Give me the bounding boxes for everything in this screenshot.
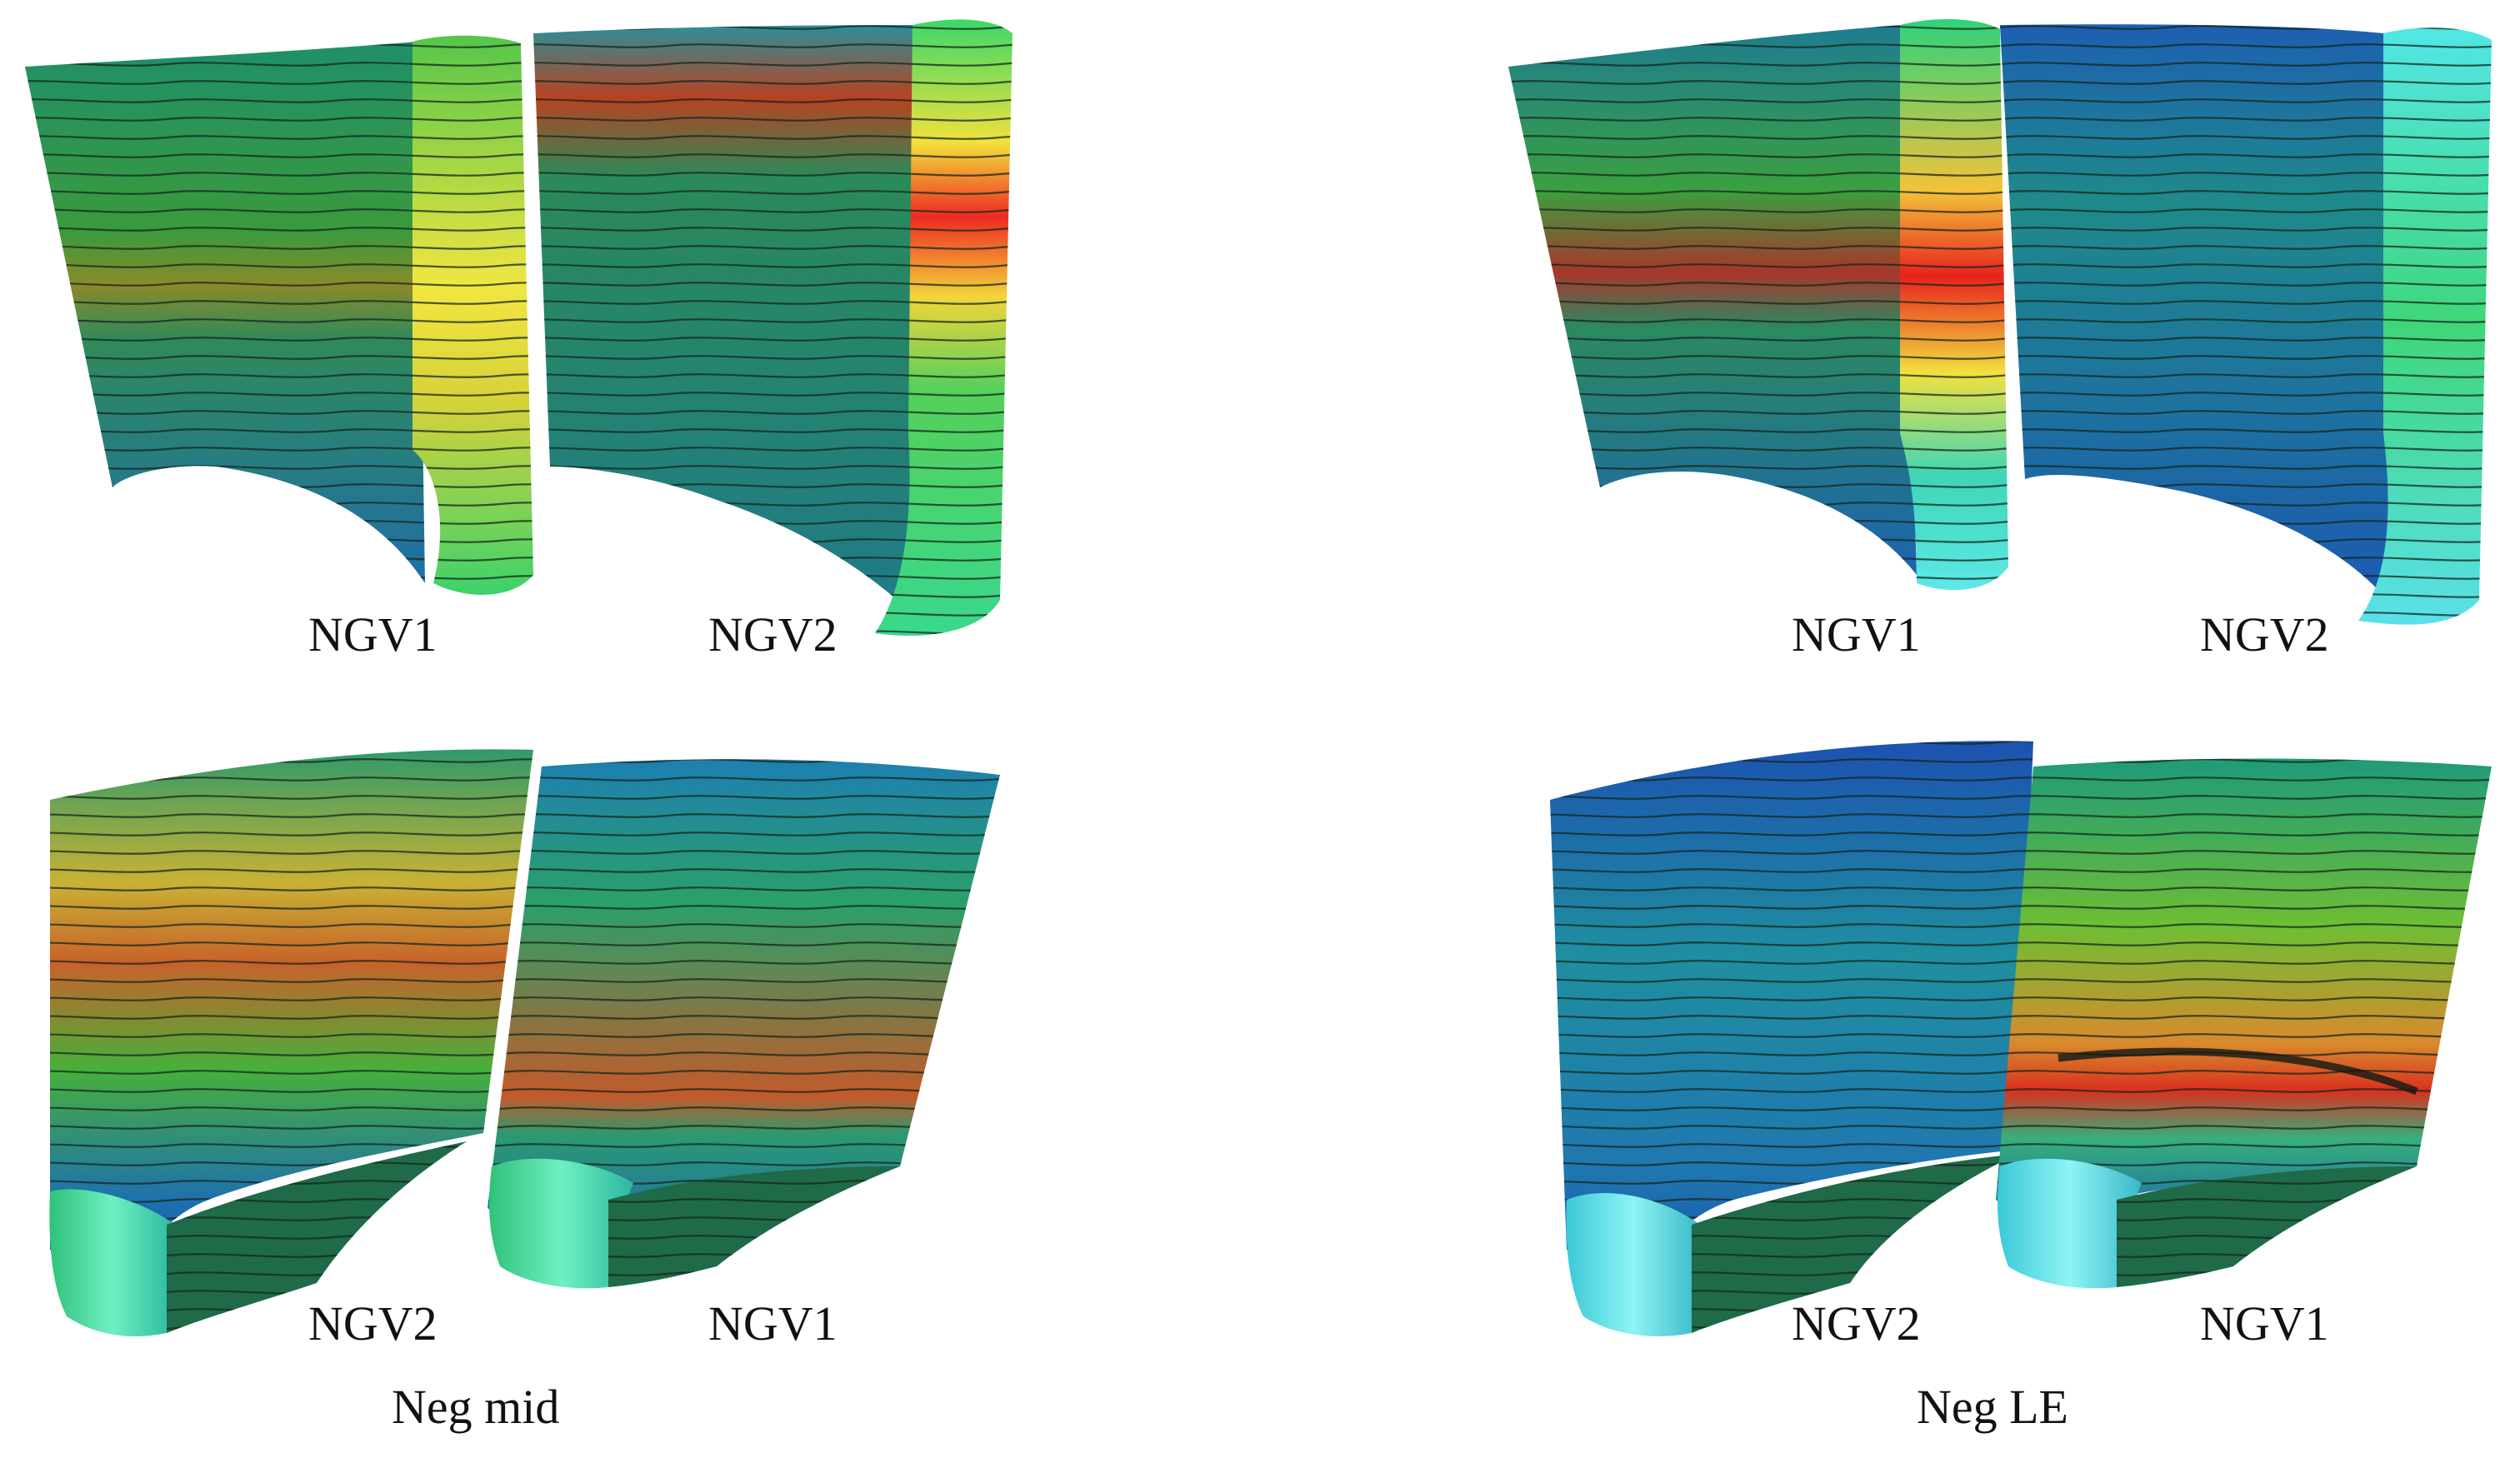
blade-pair-neg-le-bottom	[1550, 741, 2492, 1336]
label-ngv1-bottom-left: NGV1	[708, 1296, 838, 1351]
label-ngv2-top-left: NGV2	[708, 607, 838, 662]
blade-pair-neg-mid-bottom	[49, 749, 1000, 1336]
label-ngv1-top-left: NGV1	[308, 607, 438, 662]
blade-pair-neg-mid-top	[25, 19, 1012, 637]
ngv1-leading-edge	[1998, 1158, 2142, 1289]
label-ngv2-top-right: NGV2	[2200, 607, 2329, 662]
ngv1-leading-edge	[489, 1158, 633, 1289]
ngv2-leading-edge	[49, 1189, 175, 1336]
caption-neg-le: Neg LE	[1917, 1380, 2068, 1434]
label-ngv2-bottom-left: NGV2	[308, 1296, 438, 1351]
ngv2-leading-edge	[1566, 1192, 1700, 1336]
label-ngv1-bottom-right: NGV1	[2200, 1296, 2329, 1351]
blade-pair-neg-le-top	[1508, 19, 2492, 625]
label-ngv1-top-right: NGV1	[1792, 607, 1921, 662]
caption-neg-mid: Neg mid	[392, 1380, 560, 1434]
label-ngv2-bottom-right: NGV2	[1792, 1296, 1921, 1351]
